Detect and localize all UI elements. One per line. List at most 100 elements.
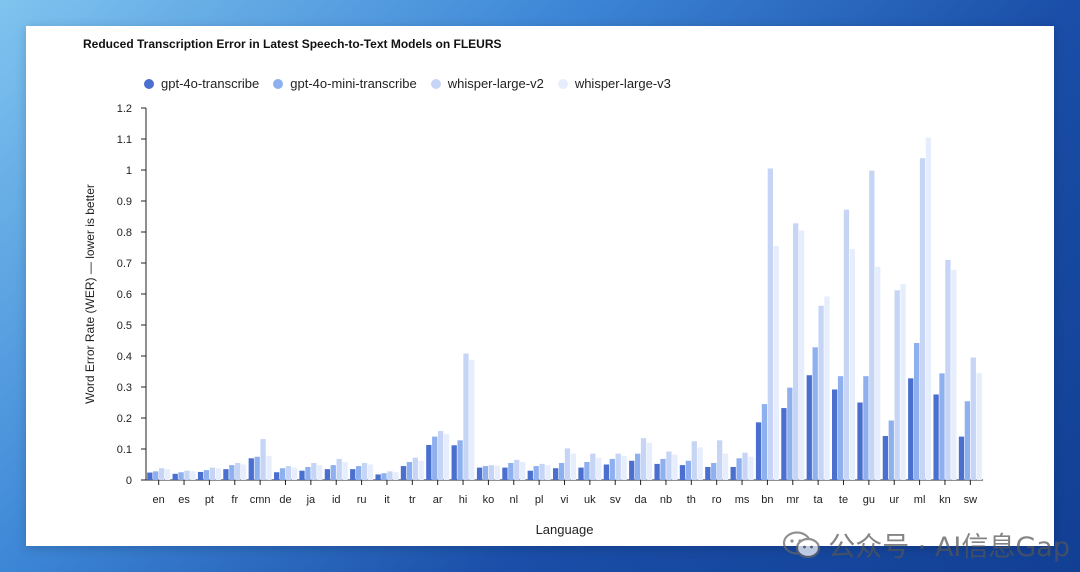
bar — [869, 170, 875, 480]
bar — [533, 466, 539, 480]
bar — [596, 457, 602, 480]
bar — [400, 466, 407, 480]
bar — [863, 376, 869, 480]
bar — [705, 466, 711, 480]
bar — [603, 464, 610, 480]
bar — [437, 431, 444, 480]
bar — [299, 470, 305, 480]
bar — [229, 465, 235, 480]
bar — [375, 474, 381, 480]
legend-label: gpt-4o-mini-transcribe — [290, 76, 417, 91]
bar — [945, 259, 951, 480]
bar — [629, 460, 635, 480]
bar — [443, 434, 450, 480]
bar — [361, 462, 368, 480]
bar — [908, 378, 914, 480]
bar — [260, 439, 266, 480]
bar — [958, 436, 965, 480]
bar — [514, 459, 520, 480]
bar — [418, 460, 424, 480]
bar — [976, 373, 982, 480]
bar — [266, 455, 272, 480]
bar — [730, 466, 736, 480]
bar — [672, 454, 678, 480]
bar — [291, 467, 297, 480]
y-tick-label: 1.2 — [117, 103, 132, 115]
x-tick-label: ko — [483, 494, 495, 506]
bar — [711, 462, 717, 480]
bar — [355, 466, 362, 480]
x-tick-label: de — [279, 494, 291, 506]
bar — [274, 472, 280, 480]
bar — [773, 245, 779, 480]
y-tick-label: 1.1 — [117, 134, 132, 146]
bar — [964, 401, 971, 480]
bar — [553, 468, 559, 480]
bar — [818, 305, 824, 480]
bar — [767, 168, 774, 480]
bar — [432, 436, 438, 480]
bar — [900, 284, 906, 480]
bar — [837, 376, 844, 480]
bar — [336, 458, 342, 480]
bar — [609, 458, 615, 480]
bar — [564, 448, 571, 480]
bar — [875, 266, 881, 480]
wechat-icon — [783, 530, 821, 558]
bar — [240, 464, 247, 480]
bar — [679, 465, 686, 480]
bar — [387, 471, 393, 480]
x-tick-label: te — [839, 494, 848, 506]
x-tick-label: bn — [761, 494, 773, 506]
x-tick-label: ml — [914, 494, 926, 506]
y-tick-label: 0.9 — [117, 196, 132, 208]
bar — [806, 375, 812, 480]
bar — [342, 462, 348, 480]
bar — [888, 420, 894, 480]
bar — [615, 453, 621, 480]
bar — [578, 467, 584, 480]
legend-swatch — [430, 78, 441, 89]
bar — [494, 465, 500, 480]
bar — [857, 402, 863, 480]
bar — [742, 452, 748, 480]
bar — [215, 468, 221, 480]
x-tick-label: ro — [712, 494, 722, 506]
bar — [849, 249, 855, 480]
y-tick-label: 0.5 — [117, 320, 132, 332]
bar — [781, 408, 787, 480]
bar — [147, 472, 153, 480]
x-tick-label: sw — [964, 494, 978, 506]
x-tick-label: mr — [786, 494, 799, 506]
x-tick-label: nb — [660, 494, 672, 506]
bar — [933, 394, 939, 480]
bar — [317, 465, 323, 480]
legend-swatch — [273, 78, 284, 89]
bar — [209, 467, 216, 480]
legend-label: gpt-4o-transcribe — [161, 76, 260, 91]
bar — [412, 457, 418, 480]
x-tick-label: hi — [459, 494, 468, 506]
bar — [722, 453, 729, 480]
chart-title: Reduced Transcription Error in Latest Sp… — [83, 37, 502, 51]
bar — [164, 469, 171, 480]
bar — [235, 462, 241, 480]
bar — [660, 458, 666, 480]
x-tick-label: pl — [535, 494, 544, 506]
chart-legend: gpt-4o-transcribe gpt-4o-mini-transcribe w… — [144, 76, 685, 91]
legend-swatch — [144, 78, 154, 89]
x-tick-label: tr — [409, 494, 416, 506]
bar — [476, 467, 483, 480]
bar — [539, 463, 545, 480]
bar — [367, 464, 374, 480]
bar — [469, 359, 475, 480]
bar — [832, 389, 838, 480]
y-tick-label: 0.4 — [117, 351, 132, 363]
bar — [463, 353, 469, 480]
bar — [558, 462, 565, 480]
bar — [545, 465, 551, 480]
bar — [798, 230, 805, 480]
bar — [621, 455, 627, 480]
x-tick-label: it — [384, 494, 390, 506]
bar — [426, 444, 432, 480]
